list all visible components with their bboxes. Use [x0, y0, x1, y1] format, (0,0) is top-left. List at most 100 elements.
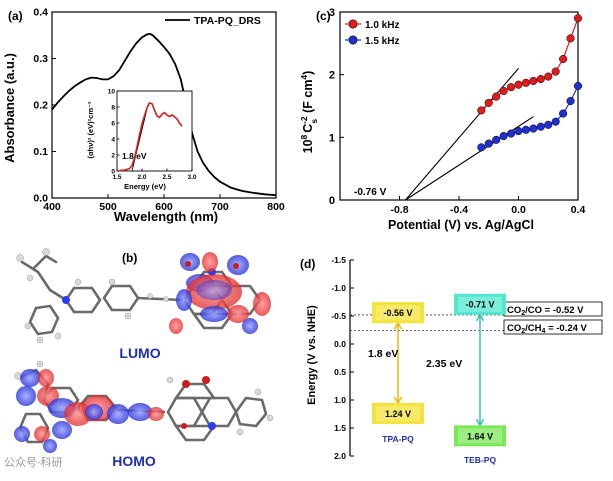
panel-c-x-ticks: -0.8 -0.4 0.0 0.4 — [390, 196, 585, 216]
data-point — [536, 122, 545, 131]
inset-frame — [116, 90, 193, 172]
panel-a-x-axis-label: Wavelength (nm) — [114, 209, 218, 224]
y-tick-label: 2 — [329, 70, 335, 82]
x-tick-label: 0.4 — [571, 204, 586, 216]
inset-x-tick-label: 1.5 — [112, 174, 121, 181]
inset-y-tick-label: 2 — [111, 153, 115, 160]
panel-b-label: (b) — [122, 251, 137, 265]
data-point — [507, 129, 516, 138]
panel-d-y-axis-label: Energy (V vs. NHE) — [306, 305, 318, 405]
homo-molecule — [14, 360, 274, 453]
conduction-band-box — [372, 302, 424, 324]
panel-c-y-axis-label: 108Cs-2 (F cm4) — [299, 71, 319, 154]
data-point — [492, 135, 501, 144]
redox-label-co2-ch4: CO2/CH4 = -0.24 V — [507, 323, 588, 335]
data-point — [529, 76, 538, 85]
data-point — [573, 81, 583, 90]
y-tick-label: 2.0 — [334, 451, 346, 461]
series-points-1-5-khz — [477, 81, 583, 152]
inset-x-tick-label: 2.0 — [137, 174, 146, 181]
data-point — [536, 75, 545, 84]
x-tick-label: 0.0 — [511, 204, 526, 216]
watermark: 公众号·科研 — [4, 456, 63, 469]
data-point — [514, 80, 523, 89]
inset-y-axis-label: (αhν)² (eV)²cm⁻² — [86, 101, 95, 158]
lumo-nitrogen-atom — [62, 296, 70, 304]
gap-label-teb-pq: 2.35 eV — [426, 358, 462, 370]
data-point — [529, 124, 538, 133]
data-point — [499, 86, 508, 96]
valence-band-label: 1.64 V — [467, 431, 493, 441]
panel-a-x-ticks: 400 500 600 700 800 — [43, 194, 285, 213]
data-point — [551, 67, 560, 76]
homo-label: HOMO — [112, 453, 156, 469]
panel-d-y-ticks: -1.5 -1.0 -0.5 0.0 0.5 1.0 1.5 2.0 — [331, 255, 354, 461]
gap-label-tpa-pq: 1.8 eV — [368, 348, 398, 360]
valence-band-box — [454, 425, 506, 447]
inset-bandgap-annotation: 1.8 eV — [122, 151, 147, 161]
valence-band-box — [372, 402, 424, 424]
inset-tauc-curve — [119, 102, 183, 172]
inset-y-tick-label: 6 — [111, 121, 115, 128]
data-point — [484, 139, 493, 148]
y-tick-label: 0.1 — [33, 146, 48, 158]
conduction-band-box — [454, 293, 506, 315]
panel-c-x-axis-label: Potential (V) vs. Ag/AgCl — [388, 218, 534, 232]
y-tick-label: 0.0 — [33, 193, 48, 205]
y-tick-label: 3 — [329, 7, 335, 19]
data-point — [477, 106, 486, 115]
conduction-band-label: -0.56 V — [383, 308, 412, 318]
panel-d-label: (d) — [300, 257, 315, 271]
redox-label-co2-co: CO2/CO = -0.52 V — [507, 305, 584, 317]
data-point — [559, 109, 568, 118]
y-tick-label: 0.0 — [334, 339, 346, 349]
panel-d-band-structure: (d) -1.5 -1.0 -0.5 0.0 0.5 1.0 1.5 2.0 Energy (… — [300, 255, 603, 465]
tauc-plot-inset: 0 2 4 6 8 10 1.5 2.0 2.5 3.0 1.8 eV Energy (eV) (… — [86, 89, 197, 192]
y-tick-label: -1.0 — [331, 283, 346, 293]
y-tick-label: 0 — [329, 195, 335, 207]
band-levels: -0.56 V 1.24 V -0.71 V 1.64 V — [372, 293, 506, 447]
data-point — [544, 72, 553, 81]
y-tick-label: 0.5 — [334, 367, 346, 377]
conduction-band-label: -0.71 V — [465, 300, 494, 310]
data-point — [559, 54, 568, 64]
inset-y-tick-label: 8 — [111, 105, 115, 112]
lumo-molecule — [16, 248, 271, 344]
inset-y-tick-label: 4 — [111, 137, 115, 144]
legend-label-1-5-khz: 1.5 kHz — [365, 36, 399, 47]
x-tick-label: 800 — [267, 201, 285, 213]
y-tick-label: 0.4 — [33, 7, 48, 19]
fit-line-1-5-khz — [405, 116, 534, 201]
x-tick-label: 500 — [99, 201, 117, 213]
panel-a-y-axis-label: Absorbance (a.u.) — [2, 53, 17, 163]
y-tick-label: 0.2 — [33, 100, 48, 112]
material-label-tpa-pq: TPA-PQ — [382, 434, 414, 444]
data-point — [551, 117, 560, 126]
lumo-label: LUMO — [119, 345, 160, 361]
x-tick-label: -0.8 — [390, 204, 408, 216]
inset-x-tick-label: 3.0 — [187, 174, 196, 181]
data-point — [507, 83, 516, 92]
x-tick-label: 600 — [155, 201, 173, 213]
x-tick-label: -0.4 — [450, 204, 468, 216]
data-point — [492, 92, 501, 101]
cb-box-highlight — [458, 296, 502, 312]
x-tick-label: 400 — [43, 201, 61, 213]
panel-c-label: (c) — [316, 9, 331, 23]
panel-a-y-ticks: 0.0 0.1 0.2 0.3 0.4 — [33, 7, 56, 205]
data-point — [514, 127, 523, 136]
inset-x-axis-label: Energy (eV) — [124, 182, 166, 191]
data-point — [566, 96, 575, 106]
series-line-tpa-pq-drs — [51, 32, 277, 197]
y-tick-label: -1.5 — [331, 255, 346, 265]
data-point — [521, 78, 530, 87]
data-point — [484, 98, 493, 107]
data-point — [499, 132, 508, 141]
data-point — [521, 125, 530, 134]
vb-box-highlight — [458, 428, 502, 444]
legend-label-1-0-khz: 1.0 kHz — [365, 20, 399, 31]
material-label-teb-pq: TEB-PQ — [464, 455, 497, 465]
panel-b-molecular-orbitals: (b) — [14, 248, 274, 469]
